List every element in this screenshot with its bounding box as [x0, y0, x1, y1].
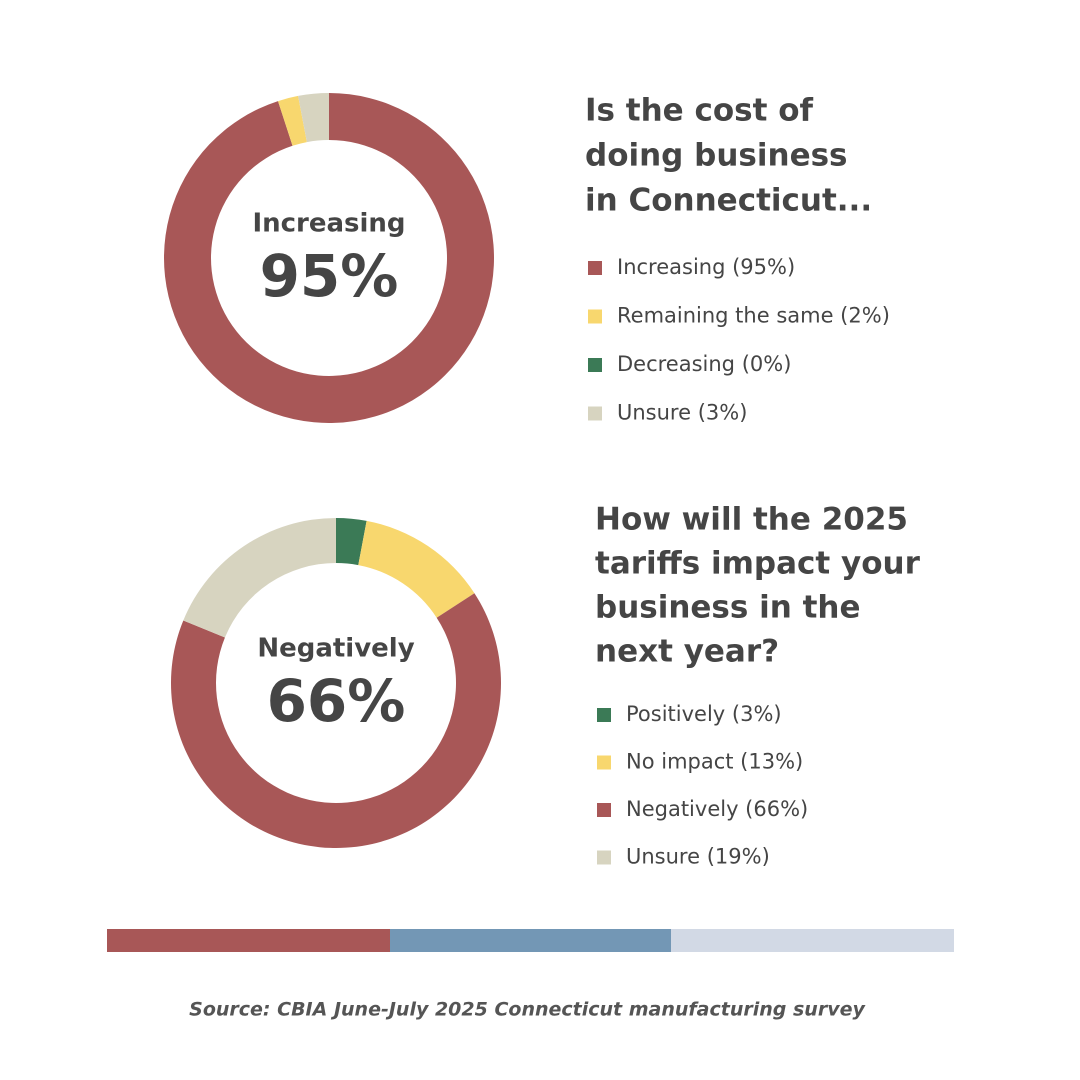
chart-title: How will the 2025 — [595, 502, 908, 538]
source: Source: CBIA June-July 2025 Connecticut … — [189, 999, 866, 1021]
legend-swatch — [597, 755, 611, 770]
chart-title: next year? — [595, 634, 779, 670]
donut-segment — [183, 518, 336, 638]
decor-bar — [390, 929, 671, 952]
legend-label: No impact (13%) — [626, 750, 803, 774]
donut-segment — [336, 518, 367, 566]
chart-title: tariffs impact your — [595, 546, 921, 582]
legend-label: Unsure (3%) — [617, 401, 747, 425]
legend-swatch — [597, 803, 611, 817]
center-label: Negatively — [257, 634, 414, 664]
donut-segment — [171, 593, 501, 848]
legend-swatch — [597, 850, 611, 865]
legend-swatch — [588, 309, 602, 324]
legend-label: Positively (3%) — [626, 702, 782, 726]
legend-swatch — [588, 406, 602, 421]
donut-segment — [358, 520, 475, 618]
decor-bar — [107, 929, 390, 952]
donut-segment — [298, 93, 329, 143]
legend-label: Unsure (19%) — [626, 845, 770, 869]
legend-swatch — [588, 261, 602, 275]
legend-label: Remaining the same (2%) — [617, 304, 890, 328]
legend-swatch — [588, 358, 602, 372]
legend-label: Decreasing (0%) — [617, 352, 791, 376]
chart-title: doing business — [585, 138, 848, 174]
donut-segment — [278, 95, 307, 146]
chart-title: Is the cost of — [585, 93, 814, 129]
center-value: 66% — [267, 667, 406, 735]
center-value: 95% — [260, 242, 399, 310]
center-label: Increasing — [252, 209, 405, 239]
legend-label: Negatively (66%) — [626, 797, 808, 821]
legend-label: Increasing (95%) — [617, 255, 795, 279]
decor-bar — [671, 929, 954, 952]
legend-swatch — [597, 708, 611, 722]
chart-title: in Connecticut... — [585, 183, 872, 219]
chart-title: business in the — [595, 590, 861, 626]
